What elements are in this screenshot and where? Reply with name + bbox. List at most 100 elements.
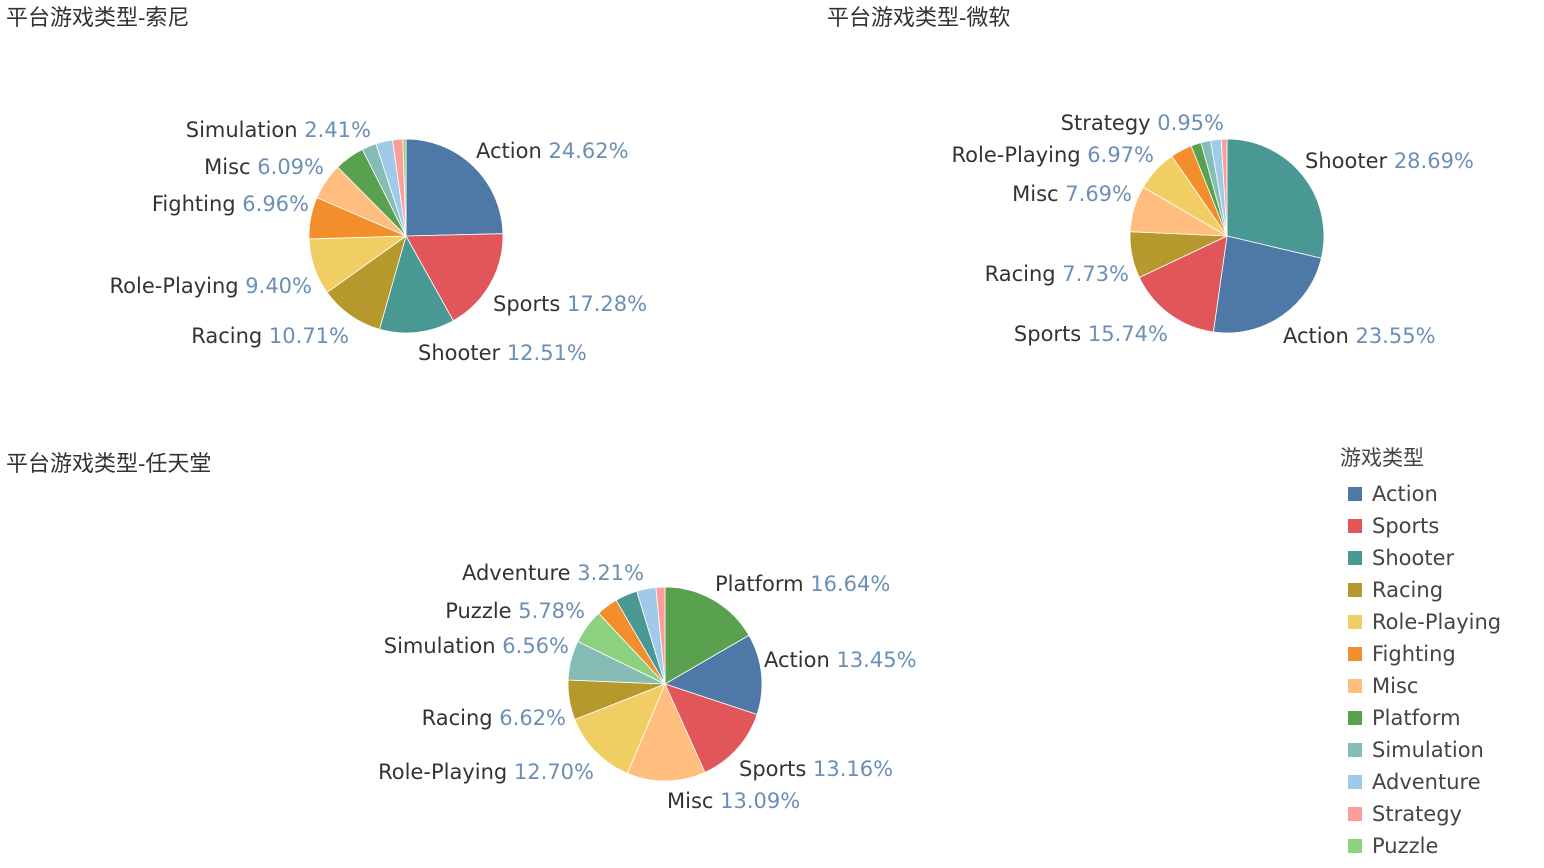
slice-label-name: Role-Playing xyxy=(110,274,246,298)
slice-label: Racing 6.62% xyxy=(422,706,566,730)
slice-label-value: 13.16% xyxy=(813,757,893,781)
slice-label-name: Puzzle xyxy=(445,599,518,623)
pie-slice-action[interactable] xyxy=(1212,235,1322,334)
slice-label-value: 9.40% xyxy=(245,274,312,298)
pie-slice-action[interactable] xyxy=(664,634,763,716)
legend-label: Misc xyxy=(1372,674,1419,698)
slice-label-value: 6.96% xyxy=(242,192,309,216)
legend-label: Action xyxy=(1372,482,1438,506)
slice-label: Shooter 12.51% xyxy=(418,341,587,365)
slice-label: Fighting 6.96% xyxy=(152,192,309,216)
slice-label: Action 23.55% xyxy=(1283,324,1436,348)
legend-label: Sports xyxy=(1372,514,1440,538)
slice-label-value: 24.62% xyxy=(548,139,628,163)
slice-label: Sports 15.74% xyxy=(1014,322,1168,346)
legend-item[interactable]: Misc xyxy=(1340,670,1501,702)
legend-label: Role-Playing xyxy=(1372,610,1502,634)
legend-swatch xyxy=(1348,807,1362,821)
pie-slice-sports[interactable] xyxy=(664,683,758,773)
slice-label: Misc 13.09% xyxy=(667,789,800,813)
pie-slice-puzzle[interactable] xyxy=(402,138,407,237)
pie-slice-strategy[interactable] xyxy=(1220,138,1228,237)
slice-label-value: 6.09% xyxy=(257,155,324,179)
pie-slice-strategy[interactable] xyxy=(655,586,666,685)
pie-slice-shooter[interactable] xyxy=(1226,138,1325,259)
slice-label-name: Misc xyxy=(1012,182,1065,206)
legend-label: Shooter xyxy=(1372,546,1455,570)
pie-slice-sports[interactable] xyxy=(405,233,504,322)
slice-label: Role-Playing 12.70% xyxy=(378,760,594,784)
legend-swatch xyxy=(1348,615,1362,629)
legend-item[interactable]: Sports xyxy=(1340,510,1501,542)
slice-label-value: 15.74% xyxy=(1088,322,1168,346)
legend-swatch xyxy=(1348,583,1362,597)
legend-item[interactable]: Role-Playing xyxy=(1340,606,1501,638)
legend-title: 游戏类型 xyxy=(1340,446,1424,470)
legend-label: Fighting xyxy=(1372,642,1456,666)
slice-label-value: 23.55% xyxy=(1355,324,1435,348)
pie-slice-sports[interactable] xyxy=(1138,235,1228,333)
pie-slice-shooter[interactable] xyxy=(378,234,454,334)
legend-item[interactable]: Adventure xyxy=(1340,766,1501,798)
legend-item[interactable]: Fighting xyxy=(1340,638,1501,670)
legend-item[interactable]: Puzzle xyxy=(1340,830,1501,862)
slice-label-name: Action xyxy=(476,139,548,163)
chart-title-microsoft: 平台游戏类型-微软 xyxy=(827,6,1011,31)
slice-label-value: 0.95% xyxy=(1157,111,1224,135)
slice-label-value: 3.21% xyxy=(577,561,644,585)
slice-label: Role-Playing 9.40% xyxy=(110,274,313,298)
slice-label: Racing 10.71% xyxy=(191,324,349,348)
slice-label-name: Role-Playing xyxy=(952,143,1088,167)
legend-swatch xyxy=(1348,711,1362,725)
pie-slice-misc[interactable] xyxy=(626,682,706,782)
slice-label-name: Fighting xyxy=(152,192,242,216)
pie-slice-platform[interactable] xyxy=(664,586,750,685)
pie-chart-0: Action 24.62% Sports 17.28% Shooter 12.51%… xyxy=(110,118,648,365)
pie-chart-1: Shooter 28.69% Action 23.55% Sports 15.74%… xyxy=(952,111,1474,348)
legend-item[interactable]: Racing xyxy=(1340,574,1501,606)
slice-label-value: 7.73% xyxy=(1062,262,1129,286)
legend-item[interactable]: Shooter xyxy=(1340,542,1501,574)
pie-chart-2: Platform 16.64% Action 13.45% Sports 13.16… xyxy=(378,561,916,813)
legend-item[interactable]: Simulation xyxy=(1340,734,1501,766)
legend-swatch xyxy=(1348,839,1362,853)
slice-label: Strategy 0.95% xyxy=(1061,111,1224,135)
legend-item[interactable]: Strategy xyxy=(1340,798,1501,830)
legend-item[interactable]: Action xyxy=(1340,478,1501,510)
slice-label: Adventure 3.21% xyxy=(462,561,644,585)
slice-label: Racing 7.73% xyxy=(985,262,1129,286)
pie-slice-role-playing[interactable] xyxy=(574,683,666,774)
slice-label: Puzzle 5.78% xyxy=(445,599,585,623)
slice-label-value: 13.09% xyxy=(720,789,800,813)
legend-label: Platform xyxy=(1372,706,1461,730)
slice-label-name: Shooter xyxy=(1305,149,1394,173)
slice-label-name: Simulation xyxy=(384,634,503,658)
slice-label: Sports 13.16% xyxy=(739,757,893,781)
slice-label-name: Misc xyxy=(204,155,257,179)
slice-label-value: 17.28% xyxy=(567,292,647,316)
slice-label-value: 7.69% xyxy=(1065,182,1132,206)
legend-label: Simulation xyxy=(1372,738,1484,762)
legend-items: Action Sports Shooter Racing Role-Playing Fig… xyxy=(1340,478,1501,862)
slice-label-name: Simulation xyxy=(186,118,305,142)
slice-label-value: 12.70% xyxy=(514,760,594,784)
slice-label-value: 5.78% xyxy=(518,599,585,623)
slice-label-name: Adventure xyxy=(462,561,577,585)
pie-slice-action[interactable] xyxy=(405,138,504,237)
legend-label: Racing xyxy=(1372,578,1444,602)
slice-label-name: Action xyxy=(764,648,836,672)
legend-item[interactable]: Platform xyxy=(1340,702,1501,734)
slice-label: Misc 6.09% xyxy=(204,155,324,179)
legend-swatch xyxy=(1348,487,1362,501)
slice-label-value: 6.97% xyxy=(1087,143,1154,167)
slice-label: Action 13.45% xyxy=(764,648,917,672)
slice-label-name: Role-Playing xyxy=(378,760,514,784)
legend-swatch xyxy=(1348,775,1362,789)
slice-label-value: 13.45% xyxy=(836,648,916,672)
chart-title-nintendo: 平台游戏类型-任天堂 xyxy=(6,452,212,477)
slice-label-name: Sports xyxy=(1014,322,1088,346)
slice-label-name: Shooter xyxy=(418,341,507,365)
slice-label-name: Action xyxy=(1283,324,1355,348)
slice-label-name: Sports xyxy=(739,757,813,781)
